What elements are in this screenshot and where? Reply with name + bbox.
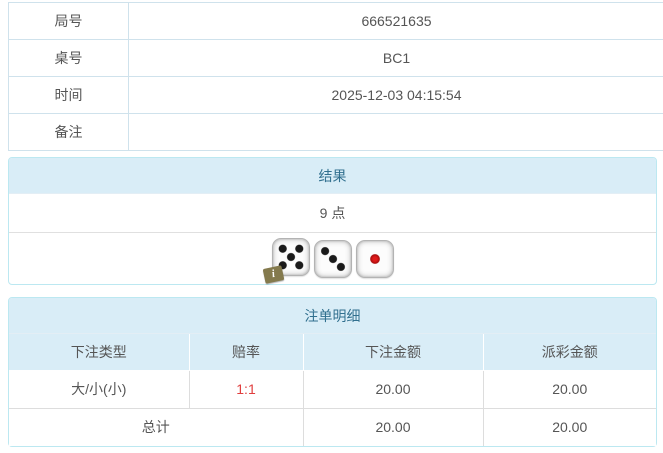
total-row: 总计 20.00 20.00 <box>9 407 656 446</box>
dice-row: i <box>9 233 656 284</box>
col-header-bet-type: 下注类型 <box>9 334 190 371</box>
total-label-cell: 总计 <box>9 407 304 446</box>
table-id-label: 桌号 <box>8 39 129 77</box>
die-2-icon <box>313 239 352 278</box>
col-header-payout: 派彩金额 <box>482 334 656 371</box>
bets-header-row: 下注类型 赔率 下注金额 派彩金额 <box>9 334 656 371</box>
info-badge-icon[interactable]: i <box>262 265 284 284</box>
remark-label: 备注 <box>8 113 129 151</box>
table-row-table-id: 桌号 BC1 <box>8 39 663 77</box>
odds-cell: 1:1 <box>188 369 304 409</box>
result-panel: 结果 9 点 i <box>8 157 657 285</box>
bets-panel: 注单明细 下注类型 赔率 下注金额 派彩金额 大/小(小) 1:1 20.00 … <box>8 297 657 447</box>
total-bet-amount-cell: 20.00 <box>302 407 484 446</box>
game-info-table: 局号 666521635 桌号 BC1 时间 2025-12-03 04:15:… <box>8 2 663 151</box>
result-points: 9 点 <box>9 194 656 233</box>
game-id-label: 局号 <box>8 2 129 40</box>
result-panel-title: 结果 <box>9 158 656 194</box>
bet-amount-cell: 20.00 <box>302 369 484 409</box>
bets-table: 下注类型 赔率 下注金额 派彩金额 大/小(小) 1:1 20.00 20.00… <box>9 334 656 446</box>
col-header-bet-amount: 下注金额 <box>302 334 484 371</box>
game-id-value: 666521635 <box>128 2 663 40</box>
time-label: 时间 <box>8 76 129 114</box>
bet-row: 大/小(小) 1:1 20.00 20.00 <box>9 369 656 409</box>
die-3-icon <box>355 239 394 278</box>
table-id-value: BC1 <box>128 39 663 77</box>
table-row-remark: 备注 <box>8 113 663 151</box>
bets-panel-title: 注单明细 <box>9 298 656 334</box>
bet-type-cell: 大/小(小) <box>9 369 190 409</box>
remark-value <box>128 113 663 151</box>
total-payout-cell: 20.00 <box>482 407 656 446</box>
payout-cell: 20.00 <box>482 369 656 409</box>
table-row-time: 时间 2025-12-03 04:15:54 <box>8 76 663 114</box>
die-1-wrap: i <box>262 238 310 284</box>
col-header-odds: 赔率 <box>188 334 304 371</box>
time-value: 2025-12-03 04:15:54 <box>128 76 663 114</box>
table-row-game-id: 局号 666521635 <box>8 2 663 40</box>
